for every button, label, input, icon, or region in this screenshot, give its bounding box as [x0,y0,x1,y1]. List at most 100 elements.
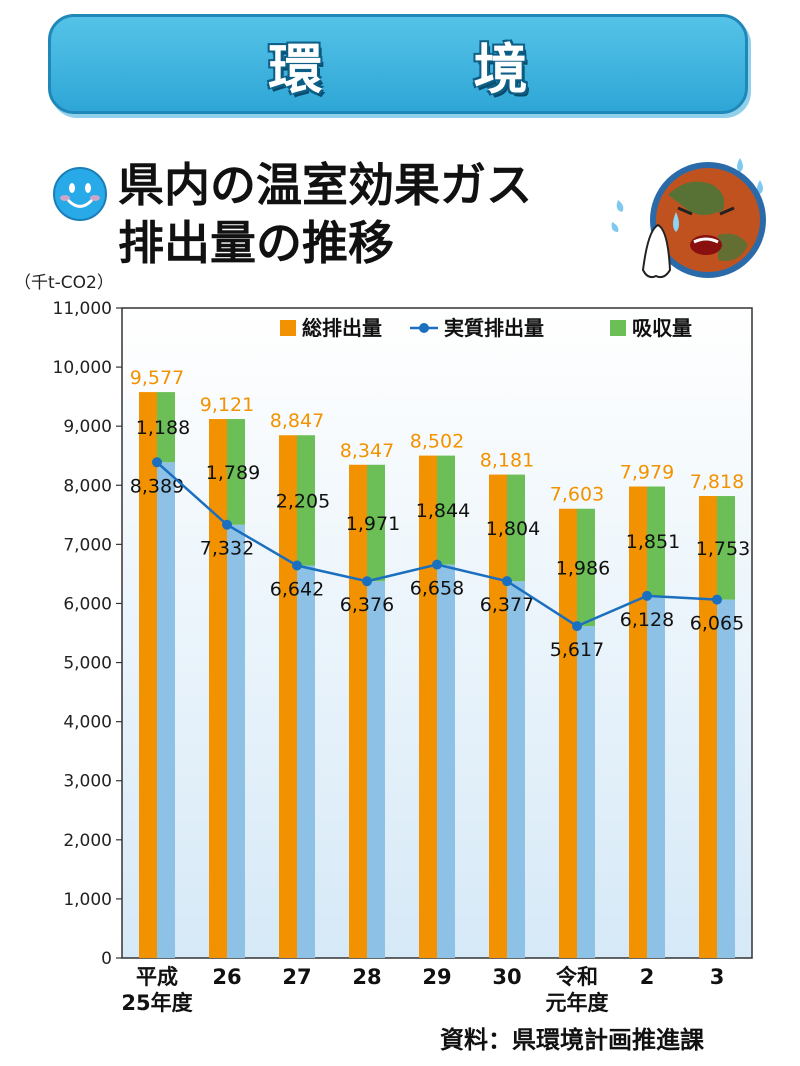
absorbed-value-label: 1,844 [416,500,470,522]
crying-earth-icon [611,158,766,279]
y-tick-label: 10,000 [53,358,112,378]
y-tick-label: 8,000 [63,476,112,496]
absorbed-bar [647,486,665,596]
total-value-label: 8,181 [480,450,534,472]
legend-swatch-total [280,320,296,336]
total-emission-bar [699,496,717,958]
total-value-label: 8,847 [270,410,324,432]
absorbed-bar [367,464,385,582]
total-emission-bar [489,474,507,958]
net-value-label: 6,642 [270,579,324,601]
net-emission-point [362,576,372,587]
x-category-label: 30 [492,965,521,989]
total-emission-bar [629,486,647,958]
net-value-label: 7,332 [200,538,254,560]
absorbed-value-label: 1,971 [346,513,400,535]
net-value-label: 6,376 [340,594,394,616]
y-tick-label: 4,000 [63,713,112,733]
total-emission-bar [209,419,227,958]
absorbed-value-label: 1,851 [626,531,680,553]
total-emission-bar [419,455,437,958]
net-emission-point [432,559,442,570]
legend-swatch-net-point [419,323,429,333]
net-emission-point [222,519,232,530]
y-tick-label: 5,000 [63,654,112,674]
x-category-label: 25年度 [121,991,192,1015]
total-emission-bar [349,464,367,958]
total-value-label: 7,979 [620,462,674,484]
absorbed-bar [157,392,175,463]
net-emission-point [292,560,302,571]
source-note: 資料：県環境計画推進課 [440,1026,704,1054]
chart-title-line1: 県内の温室効果ガス [118,158,532,212]
net-value-label: 8,389 [130,475,184,497]
net-emission-point [152,457,162,468]
chart-title: 県内の温室効果ガス 排出量の推移 [118,156,618,272]
absorbed-value-label: 1,753 [696,538,750,560]
absorbed-bar [227,419,245,525]
absorbed-bar [717,496,735,600]
legend-swatch-absorbed [610,320,626,336]
legend-label-absorbed: 吸収量 [632,316,692,340]
net-emission-point [572,621,582,632]
net-emission-bar [297,565,315,958]
x-category-label: 2 [640,965,655,989]
net-emission-bar [227,524,245,958]
absorbed-value-label: 1,789 [206,462,260,484]
total-value-label: 7,818 [690,471,744,493]
total-emission-bar [139,392,157,958]
net-emission-bar [577,626,595,958]
y-tick-label: 7,000 [63,535,112,555]
section-banner: 環 境 [48,14,748,114]
y-tick-label: 6,000 [63,594,112,614]
emissions-chart: 0 1,000 2,000 3,000 4,000 5,000 6,000 7,000 8,00… [53,299,753,1015]
x-category-label: 令和 [556,965,598,989]
y-tick-label: 1,000 [63,890,112,910]
absorbed-bar [437,455,455,565]
y-tick-label: 0 [101,949,112,969]
absorbed-bar [507,474,525,582]
x-category-label: 3 [710,965,725,989]
x-category-label: 元年度 [546,991,609,1015]
banner-title: 環 境 [268,37,577,101]
net-emission-bar [157,462,175,958]
absorbed-value-label: 1,986 [556,557,610,579]
x-category-label: 27 [282,965,311,989]
net-emission-point [502,576,512,587]
total-emission-bar [279,435,297,958]
y-tick-label: 11,000 [53,299,112,319]
y-tick-label: 3,000 [63,772,112,792]
net-emission-bar [507,581,525,958]
y-tick-label: 9,000 [63,417,112,437]
x-category-label: 29 [422,965,451,989]
x-category-label: 26 [212,965,241,989]
x-category-label: 28 [352,965,381,989]
y-tick-label: 2,000 [63,831,112,851]
net-emission-bar [717,599,735,958]
total-value-label: 9,577 [130,367,184,389]
net-emission-bar [647,595,665,958]
chart-title-line2: 排出量の推移 [118,216,394,270]
chart-legend: 総排出量 実質排出量 吸収量 [280,316,692,340]
legend-label-total: 総排出量 [302,316,382,340]
absorbed-value-label: 1,804 [486,518,540,540]
net-value-label: 6,128 [620,609,674,631]
net-value-label: 6,658 [410,578,464,600]
net-value-label: 6,065 [690,613,744,635]
smiley-face-icon [53,167,107,221]
net-emission-bar [437,564,455,958]
total-value-label: 8,347 [340,440,394,462]
total-emission-bar [559,508,577,958]
absorbed-bar [577,508,595,627]
total-value-label: 9,121 [200,394,254,416]
x-category-label: 平成 [136,965,178,989]
absorbed-bar [297,435,315,566]
total-value-label: 7,603 [550,484,604,506]
net-emission-point [642,590,652,601]
net-value-label: 6,377 [480,594,534,616]
net-emission-point [712,594,722,605]
net-value-label: 5,617 [550,639,604,661]
net-emission-bar [367,581,385,958]
absorbed-value-label: 2,205 [276,490,330,512]
legend-label-net: 実質排出量 [444,316,544,340]
